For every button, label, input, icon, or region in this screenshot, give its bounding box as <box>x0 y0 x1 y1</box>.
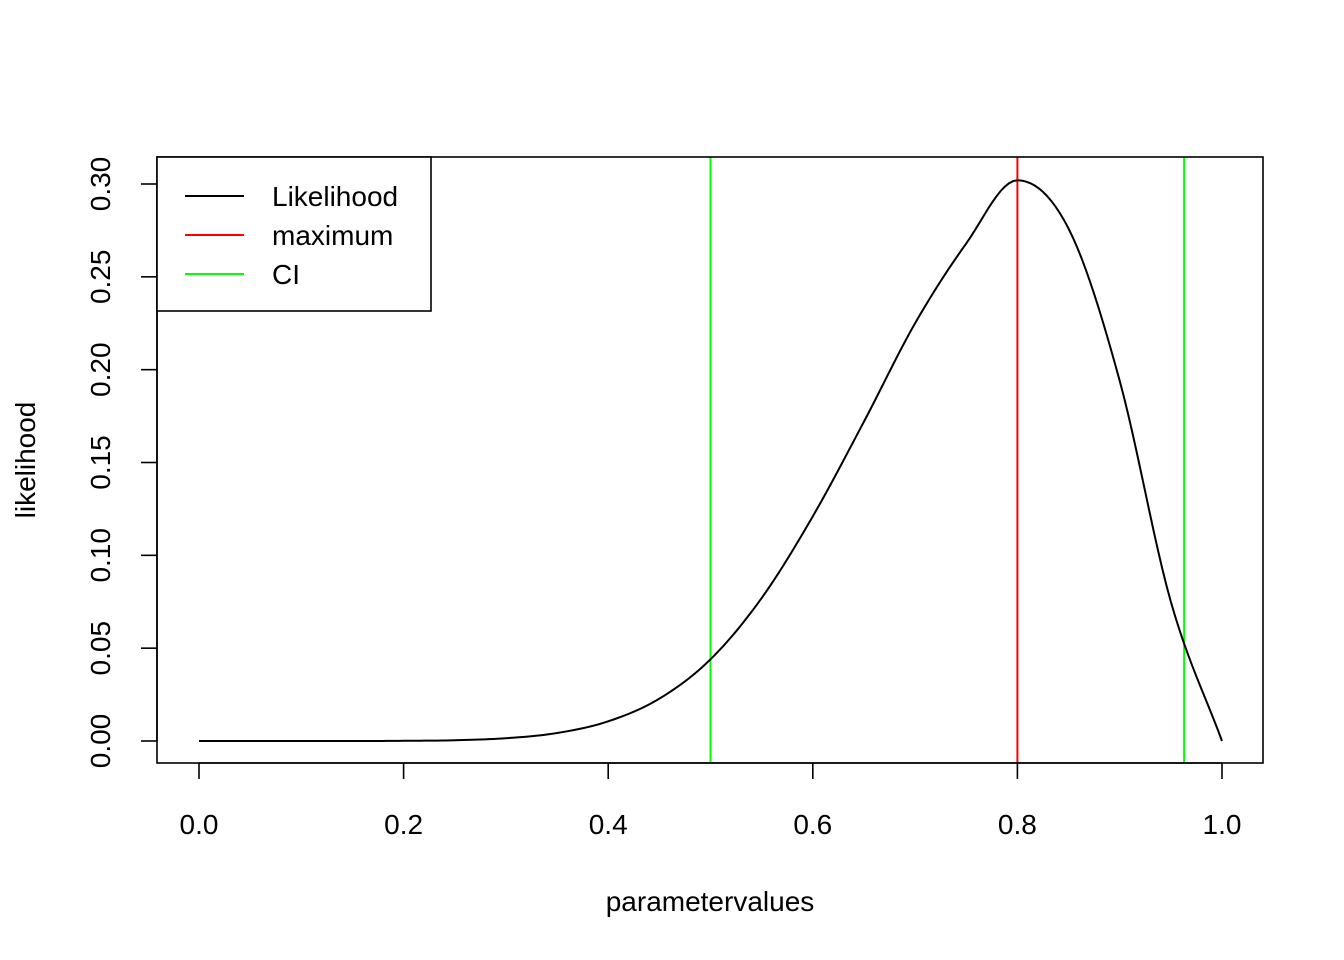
x-tick-label: 0.4 <box>589 809 628 840</box>
x-tick-label: 0.2 <box>384 809 423 840</box>
x-axis-label: parametervalues <box>606 886 815 917</box>
y-tick-label: 0.00 <box>85 714 116 769</box>
x-tick-label: 1.0 <box>1203 809 1242 840</box>
y-axis: 0.00 0.05 0.10 0.15 0.20 0.25 0.30 <box>85 157 158 769</box>
y-axis-label: likelihood <box>10 402 41 519</box>
likelihood-curve <box>199 179 1223 742</box>
legend-label-ci: CI <box>272 259 300 290</box>
curve-layer <box>199 179 1223 742</box>
x-tick-label: 0.8 <box>998 809 1037 840</box>
vertical-lines <box>709 157 1186 763</box>
x-axis: 0.0 0.2 0.4 0.6 0.8 1.0 <box>180 762 1242 840</box>
y-tick-label: 0.20 <box>85 342 116 397</box>
legend: Likelihood maximum CI <box>156 156 432 312</box>
y-tick-label: 0.25 <box>85 250 116 305</box>
x-tick-label: 0.0 <box>180 809 219 840</box>
y-tick-label: 0.15 <box>85 435 116 490</box>
y-tick-label: 0.30 <box>85 157 116 212</box>
y-tick-label: 0.05 <box>85 621 116 676</box>
y-tick-label: 0.10 <box>85 528 116 583</box>
legend-label-maximum: maximum <box>272 220 393 251</box>
x-tick-label: 0.6 <box>793 809 832 840</box>
legend-label-likelihood: Likelihood <box>272 181 398 212</box>
